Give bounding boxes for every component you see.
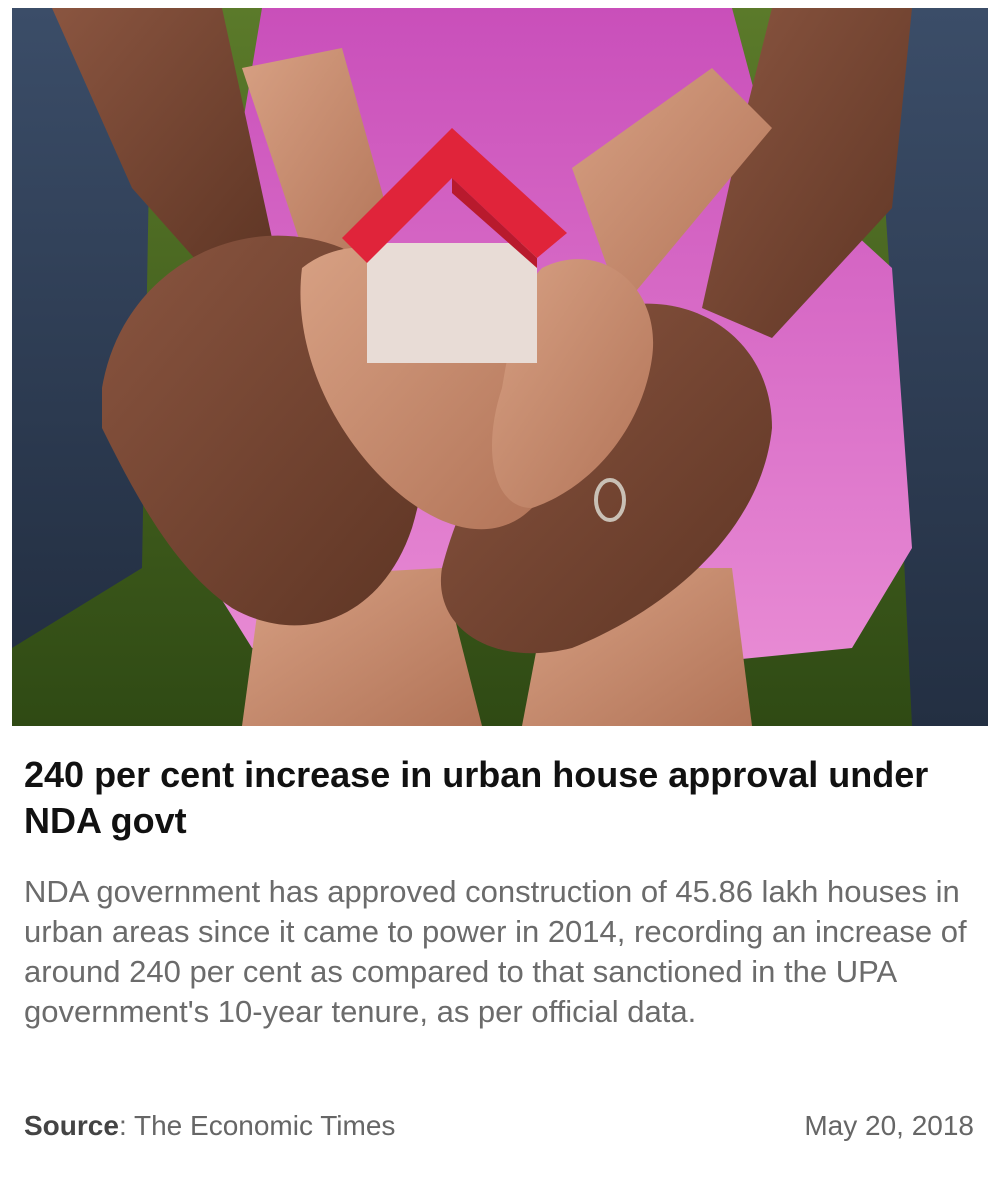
article-source: Source: The Economic Times [24, 1110, 395, 1142]
source-label: Source [24, 1110, 119, 1141]
publish-date: May 20, 2018 [804, 1110, 974, 1141]
article-headline[interactable]: 240 per cent increase in urban house app… [24, 754, 929, 841]
article-summary: NDA government has approved construction… [24, 874, 967, 1029]
source-name[interactable]: The Economic Times [134, 1110, 396, 1141]
hands-holding-house-photo [12, 8, 988, 726]
toy-house [342, 128, 567, 363]
article-hero-image[interactable] [12, 8, 988, 726]
source-separator: : [118, 1110, 134, 1141]
article-meta: Source: The Economic Times May 20, 2018 [24, 1106, 974, 1146]
